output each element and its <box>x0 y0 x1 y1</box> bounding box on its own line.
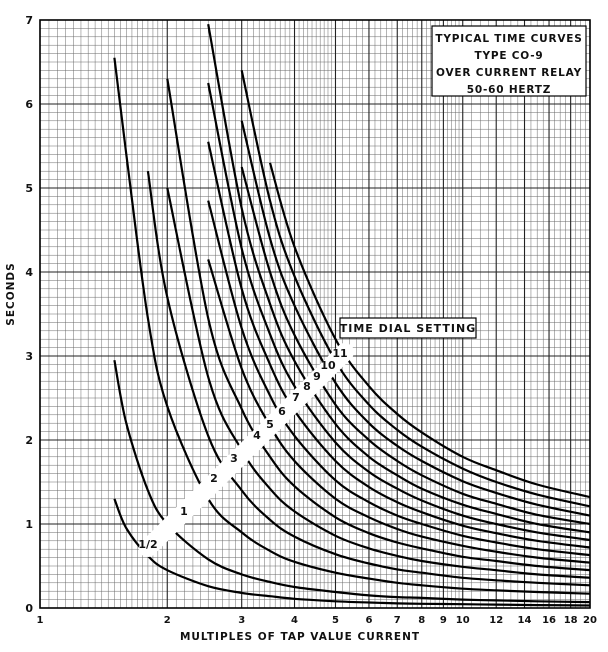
x-tick-label: 20 <box>583 615 597 626</box>
x-tick-label: 7 <box>394 615 401 626</box>
x-tick-label: 18 <box>564 615 578 626</box>
dial-label: 1/2 <box>138 538 157 551</box>
x-tick-label: 10 <box>456 615 470 626</box>
curve-dial-1-2 <box>113 498 590 607</box>
y-tick-label: 7 <box>25 14 33 27</box>
dial-label: 4 <box>253 429 261 442</box>
curve-dial-4 <box>166 187 590 579</box>
x-axis-title: MULTIPLES OF TAP VALUE CURRENT <box>180 631 420 643</box>
curve-dial-10 <box>207 24 590 534</box>
x-tick-label: 16 <box>542 615 556 626</box>
curve-dial-5 <box>166 78 590 572</box>
curve-dial-8 <box>207 141 590 549</box>
curve-dial-7 <box>207 200 590 557</box>
title-line: TYPICAL TIME CURVES <box>435 33 582 45</box>
x-tick-label: 1 <box>37 615 44 626</box>
title-box: TYPICAL TIME CURVES TYPE CO-9 OVER CURRENT… <box>431 25 587 97</box>
dial-label: 2 <box>210 472 218 485</box>
x-tick-label: 12 <box>489 615 503 626</box>
y-tick-label: 6 <box>25 98 33 111</box>
y-tick-label: 0 <box>25 602 33 615</box>
time-curves <box>113 24 590 607</box>
x-tick-label: 2 <box>164 615 171 626</box>
curve-extra-14 <box>268 162 590 499</box>
axes <box>39 19 591 609</box>
x-tick-label: 5 <box>332 615 339 626</box>
dial-annotation-box <box>339 317 477 339</box>
title-line: TYPE CO-9 <box>475 50 544 62</box>
curve-extra-12 <box>240 120 590 517</box>
x-tick-label: 8 <box>418 615 425 626</box>
y-tick-label: 3 <box>25 350 33 363</box>
curve-dial-2 <box>113 57 590 595</box>
dial-label: 10 <box>320 359 336 372</box>
x-tick-label: 6 <box>365 615 372 626</box>
dial-annotation-text: TIME DIAL SETTING <box>340 322 477 335</box>
curve-dial-11 <box>240 166 590 526</box>
title-line: OVER CURRENT RELAY <box>436 67 582 79</box>
dial-label: 8 <box>303 380 311 393</box>
dial-label: 3 <box>230 452 238 465</box>
curve-dial-1 <box>113 359 590 604</box>
curve-dial-3 <box>146 171 590 587</box>
y-tick-label: 1 <box>25 518 33 531</box>
x-tick-label: 4 <box>291 615 298 626</box>
dial-label: 5 <box>266 418 274 431</box>
x-tick-label: 14 <box>518 615 532 626</box>
curve-extra-13 <box>240 70 590 508</box>
dial-label: 11 <box>332 347 347 360</box>
curve-dial-6 <box>207 259 590 564</box>
x-tick-label: 9 <box>440 615 447 626</box>
dial-label: 6 <box>278 405 286 418</box>
dial-label: 7 <box>292 391 300 404</box>
y-axis-title: SECONDS <box>5 262 17 325</box>
dial-band-stripe <box>139 343 354 557</box>
plot-frame <box>39 19 591 609</box>
y-tick-label: 4 <box>25 266 33 279</box>
curve-dial-9 <box>207 82 590 542</box>
x-tick-label: 3 <box>238 615 245 626</box>
dial-label: 9 <box>313 370 321 383</box>
dial-label: 1 <box>180 505 188 518</box>
y-tick-label: 5 <box>25 182 33 195</box>
title-box-frame <box>431 25 587 97</box>
y-tick-label: 2 <box>25 434 33 447</box>
title-line: 50-60 HERTZ <box>467 84 551 96</box>
